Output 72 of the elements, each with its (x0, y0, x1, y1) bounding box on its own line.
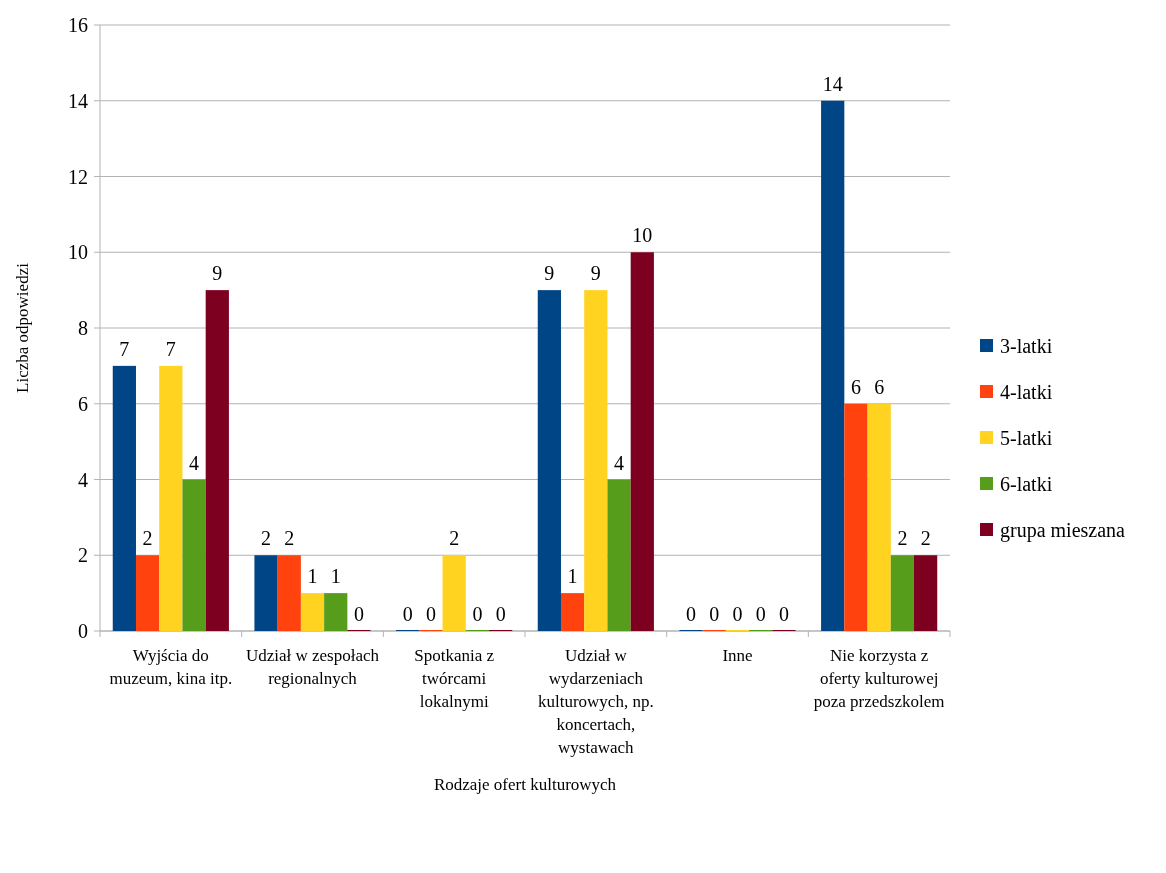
bar (890, 555, 915, 631)
legend-label: 3-latki (1000, 335, 1053, 357)
data-label: 9 (212, 262, 223, 285)
x-tick-label: Nie korzysta z oferty kulturowej poza przedszkolem (813, 646, 945, 711)
data-label: 0 (709, 603, 720, 625)
bar (205, 290, 229, 631)
data-label: 1 (307, 565, 318, 588)
data-label: 9 (544, 262, 555, 285)
y-tick-label: 16 (68, 14, 88, 36)
bar (442, 555, 466, 631)
data-label: 2 (897, 527, 908, 550)
data-label: 0 (472, 603, 483, 625)
x-tick-label: Inne (722, 646, 753, 665)
data-label: 0 (778, 603, 789, 625)
bar (112, 365, 136, 631)
data-label: 7 (165, 337, 176, 360)
data-label: 1 (330, 565, 341, 588)
bar (821, 100, 845, 631)
data-label: 1 (567, 565, 578, 588)
data-label: 6 (874, 375, 885, 398)
bar (135, 555, 160, 631)
data-label: 4 (189, 451, 200, 474)
data-label: 10 (632, 224, 653, 247)
data-label: 0 (402, 603, 413, 625)
data-label: 2 (142, 527, 153, 550)
data-label: 14 (822, 72, 843, 95)
data-label: 0 (495, 603, 506, 625)
legend-label: 4-latki (1000, 381, 1053, 403)
data-label: 2 (920, 527, 931, 550)
bar (300, 593, 325, 631)
y-tick-label: 10 (68, 241, 88, 264)
data-label: 0 (755, 603, 766, 625)
bar (159, 365, 183, 631)
x-tick-label: Spotkania z twórcami lokalnymi (414, 646, 495, 711)
data-label: 2 (449, 527, 460, 550)
data-label: 0 (425, 603, 436, 625)
data-label: 2 (284, 527, 295, 550)
y-tick-label: 6 (78, 392, 88, 415)
data-label: 6 (850, 375, 861, 398)
y-axis-title: Liczba odpowiedzi (13, 262, 32, 393)
bar (844, 403, 868, 631)
legend-label: 6-latki (1000, 473, 1053, 495)
bar (324, 593, 348, 631)
y-tick-label: 4 (78, 468, 88, 491)
y-tick-label: 0 (78, 620, 88, 642)
data-label: 0 (353, 603, 364, 625)
data-label: 9 (590, 262, 601, 285)
bar (277, 555, 301, 631)
bar (607, 479, 631, 631)
bar (182, 479, 206, 631)
bar (560, 593, 585, 631)
bar (537, 290, 561, 631)
bar (914, 555, 938, 631)
data-label: 7 (119, 337, 130, 360)
x-axis-title: Rodzaje ofert kulturowych (433, 775, 617, 794)
data-label: 0 (686, 603, 697, 625)
y-tick-label: 8 (78, 317, 88, 339)
y-tick-label: 12 (68, 165, 88, 188)
x-tick-label: Udział w zespołach regionalnych (245, 646, 380, 688)
data-label: 4 (614, 451, 625, 474)
x-tick-label: Wyjścia do muzeum, kina itp. (109, 646, 233, 688)
data-label: 0 (732, 603, 743, 625)
legend-label: 5-latki (1000, 427, 1053, 449)
bar (630, 252, 654, 631)
bar (254, 555, 278, 631)
legend-label: grupa mieszana (1000, 519, 1126, 542)
data-label: 2 (261, 527, 272, 550)
y-tick-label: 14 (68, 89, 88, 112)
bar (867, 403, 891, 631)
y-tick-label: 2 (78, 544, 88, 567)
x-tick-label: Udział w wydarzeniach kulturowych, np. koncertach, wystawach (537, 646, 654, 757)
bar (584, 290, 608, 631)
